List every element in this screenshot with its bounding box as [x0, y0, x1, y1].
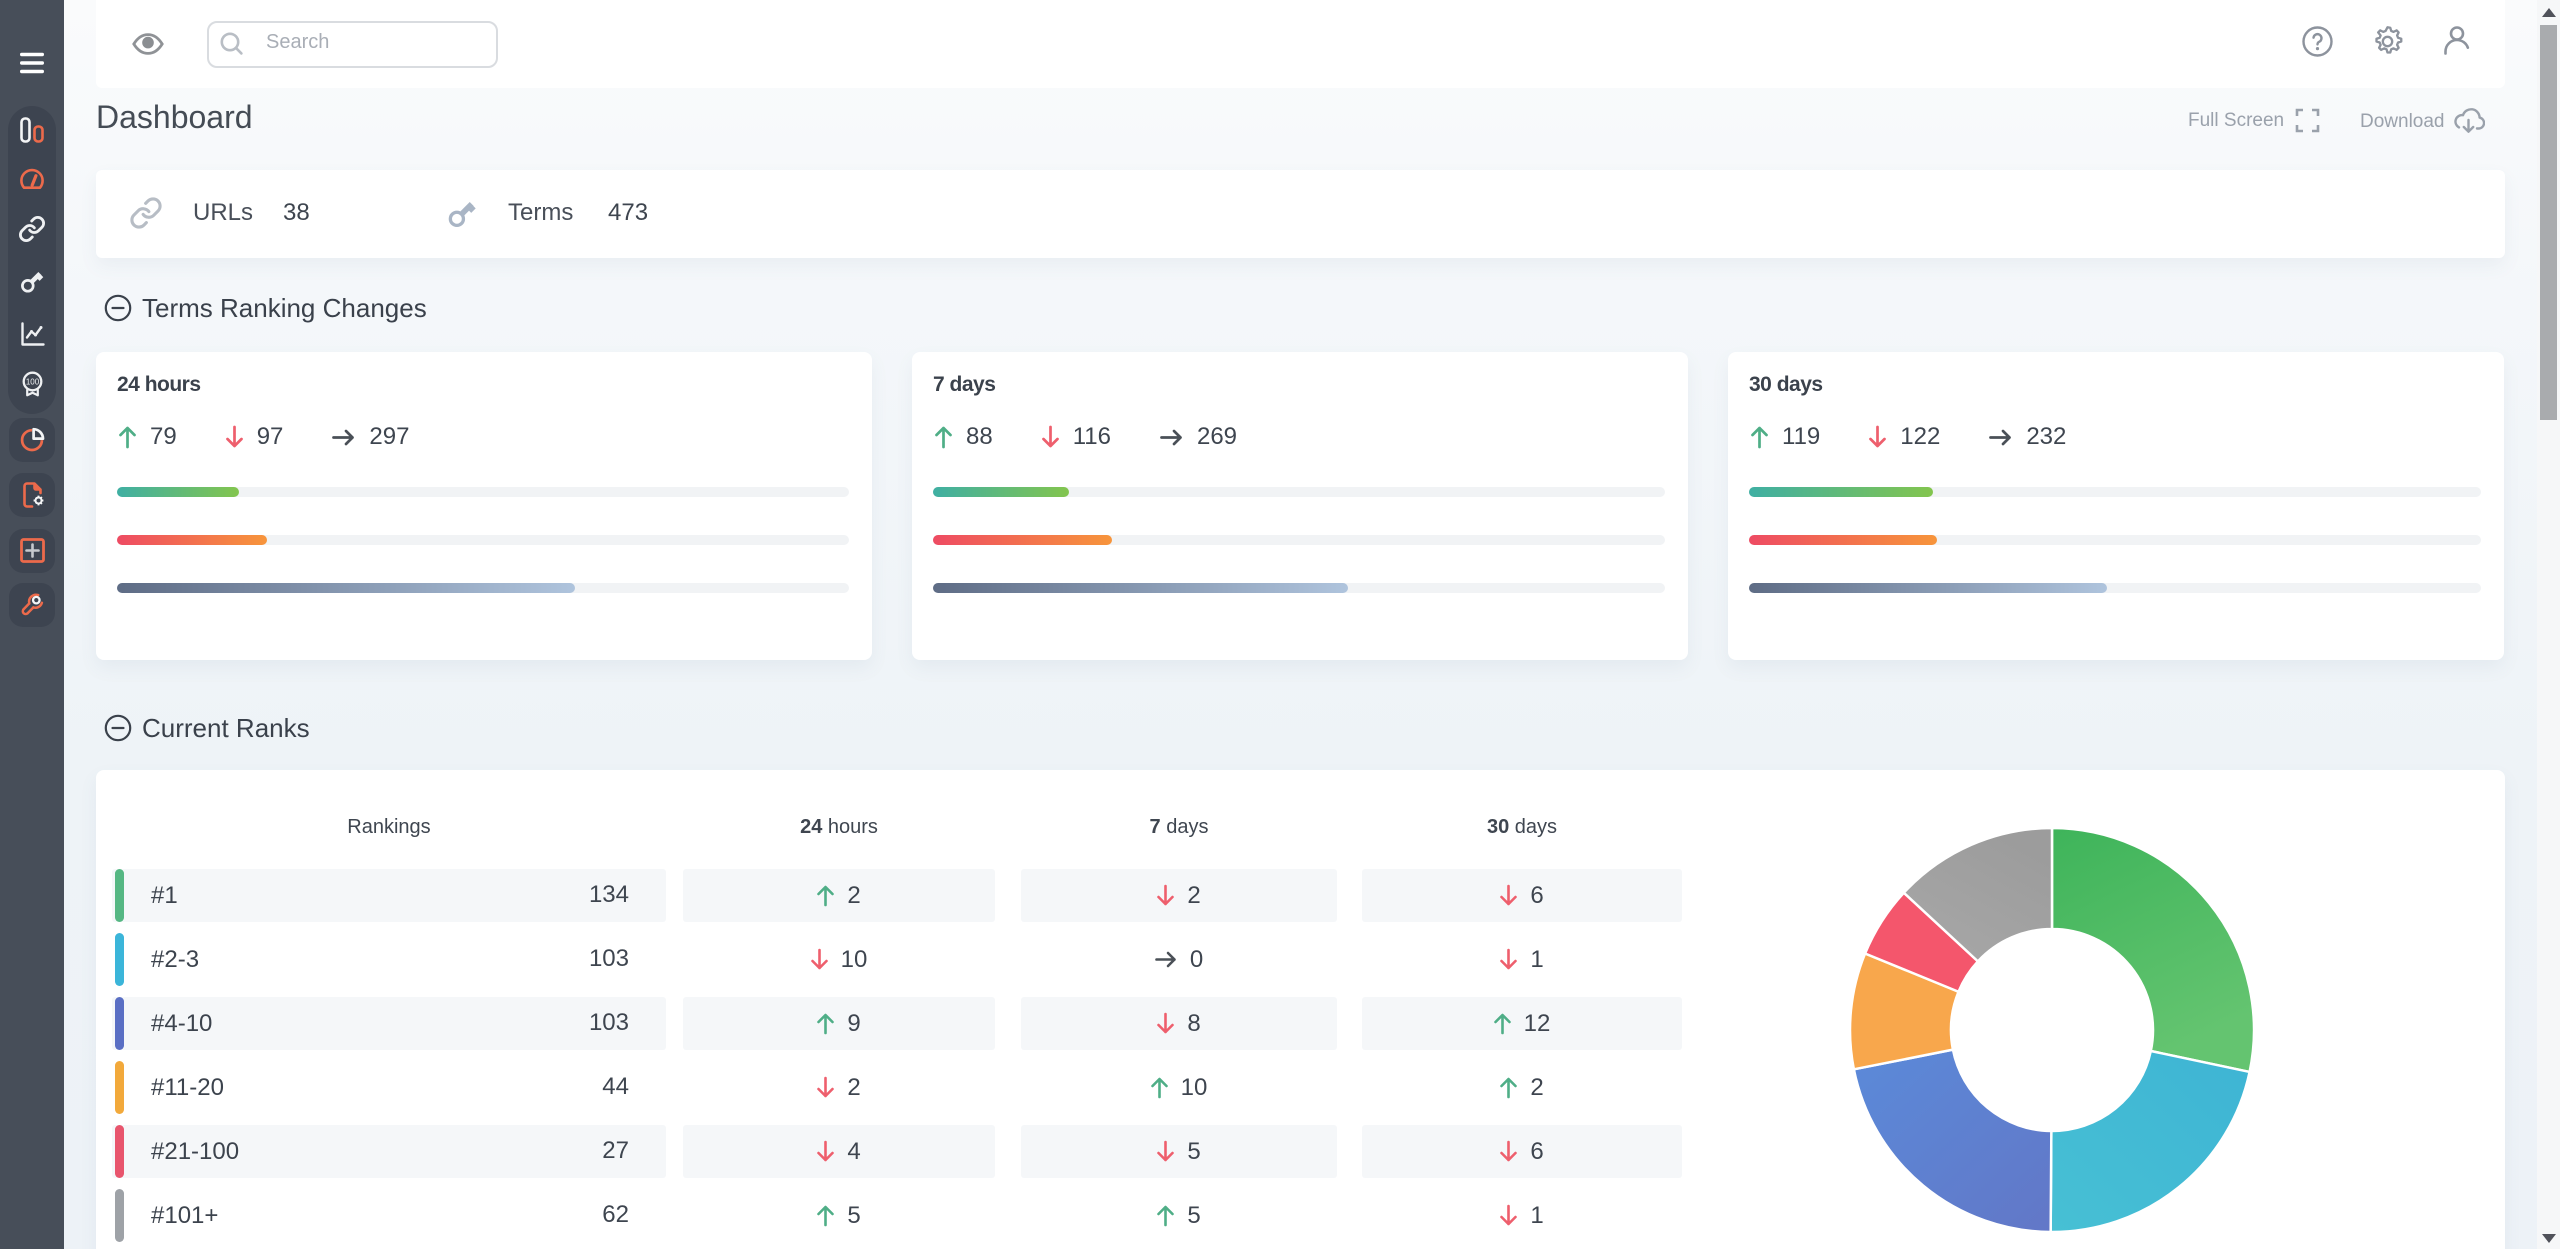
svg-text:100: 100	[26, 378, 40, 387]
